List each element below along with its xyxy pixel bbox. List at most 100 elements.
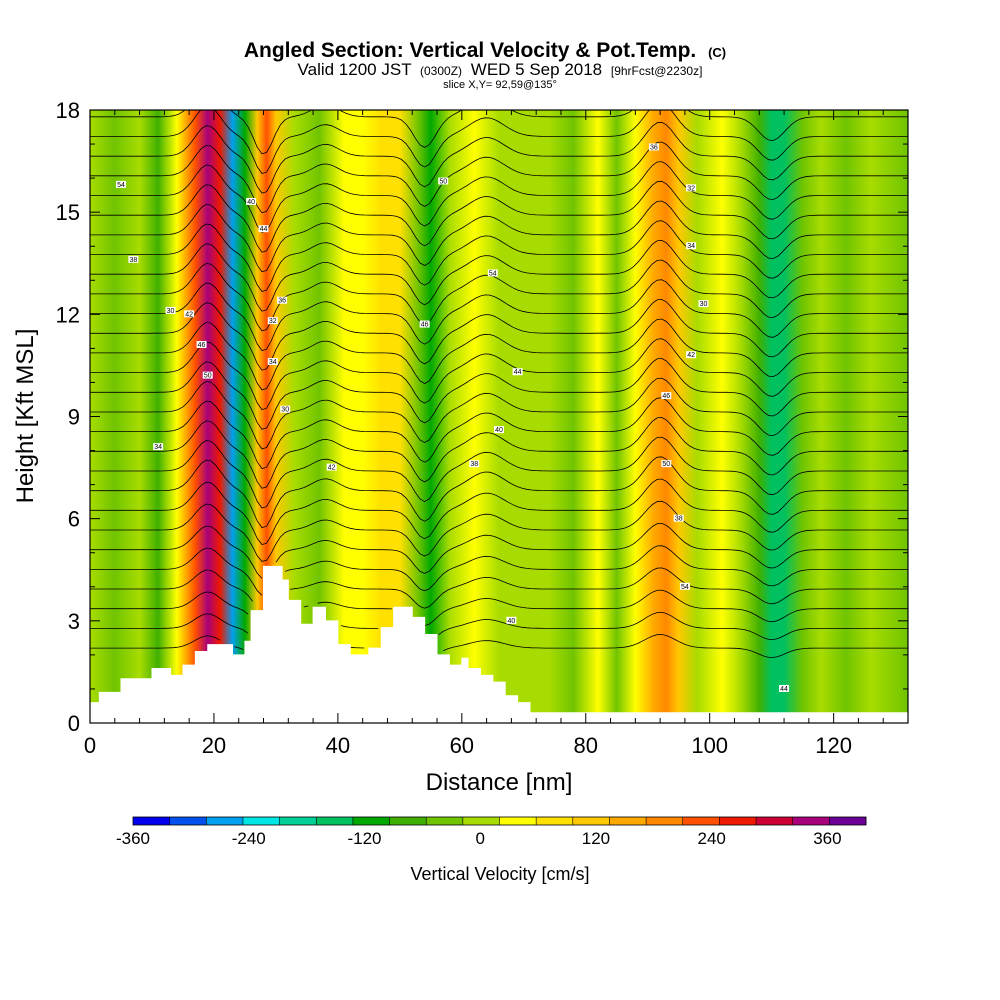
contour-label-bg: [686, 242, 697, 250]
contour-label-bg: [673, 514, 684, 522]
colorbar-cell: [316, 817, 354, 825]
subtitle-date: WED 5 Sep 2018: [471, 60, 602, 79]
theta-contour-line: [90, 279, 908, 352]
contour-label: 34: [269, 359, 277, 366]
subtitle-utc: (0300Z): [420, 64, 462, 78]
contour-label: 46: [421, 322, 429, 329]
x-tick-label: 40: [326, 733, 350, 758]
contour-label: 42: [328, 465, 336, 472]
theta-contour-labels: 34 30 42 46 50 38 54 40 44 36 32 34 30 42 46 50 38 54 40 44…: [115, 143, 790, 693]
colorbar-tick-label: 240: [697, 829, 725, 848]
colorbar-label: Vertical Velocity [cm/s]: [410, 864, 589, 884]
colorbar-tick-label: 0: [475, 829, 484, 848]
colorbar-cell: [133, 817, 171, 825]
contour-label: 30: [700, 301, 708, 308]
colorbar-cell: [169, 817, 207, 825]
chart-subtitle: Valid 1200 JST (0300Z) WED 5 Sep 2018 [9…: [298, 60, 703, 79]
theta-contour-line: [90, 397, 908, 470]
contour-label-bg: [419, 320, 430, 328]
colorbar-cell: [426, 817, 464, 825]
theta-contour-line: [90, 110, 908, 155]
y-tick-label: 15: [56, 200, 80, 225]
x-tick-label: 60: [450, 733, 474, 758]
contour-label: 50: [662, 461, 670, 468]
contour-label-bg: [277, 296, 288, 304]
contour-label: 44: [780, 686, 788, 693]
colorbar-cell: [499, 817, 537, 825]
x-tick-label: 0: [84, 733, 96, 758]
contour-label-bg: [202, 371, 213, 379]
y-tick-label: 9: [68, 405, 80, 430]
colorbar-cell: [242, 817, 281, 825]
x-tick-label: 120: [815, 733, 852, 758]
contour-label-bg: [512, 368, 523, 376]
subtitle-valid: Valid 1200 JST: [298, 60, 412, 79]
contour-label: 50: [204, 373, 212, 380]
contour-label-bg: [679, 582, 690, 590]
colorbar-cell: [682, 817, 720, 825]
theta-contour-line: [90, 220, 908, 292]
colorbar-ticks: -360 -240 -120 0 120 240 360: [116, 829, 842, 848]
contour-label-bg: [184, 310, 195, 318]
theta-contour-line: [90, 545, 908, 596]
contour-label: 34: [154, 444, 162, 451]
contour-label-bg: [469, 460, 480, 468]
contour-label-bg: [246, 197, 257, 205]
colorbar-cell: [389, 817, 427, 825]
colorbar-cell: [352, 817, 391, 825]
contour-label: 54: [681, 584, 689, 591]
colorbar-tick-label: 360: [813, 829, 841, 848]
contour-label-bg: [686, 351, 697, 359]
contour-label-bg: [487, 269, 498, 277]
contour-label-bg: [686, 184, 697, 192]
colorbar-cell: [792, 817, 830, 825]
contour-label: 30: [167, 308, 175, 315]
colorbar-cell: [572, 817, 610, 825]
theta-contour-line: [90, 239, 908, 312]
theta-contour-line: [90, 478, 908, 545]
x-tick-label: 80: [574, 733, 598, 758]
colorbar-tick-label: -120: [347, 829, 381, 848]
theta-contour-line: [90, 522, 908, 579]
terrain: [90, 565, 908, 723]
y-tick-label: 3: [68, 609, 80, 634]
y-tick-label: 18: [56, 98, 80, 123]
contour-label-bg: [280, 405, 291, 413]
x-axis-label: Distance [nm]: [426, 769, 573, 796]
x-axis: 0 20 40 60 80 100 120: [84, 110, 909, 758]
theta-contour-line: [90, 200, 908, 273]
theta-contour-line: [90, 416, 908, 489]
colorbar-cell: [609, 817, 647, 825]
colorbar-cell: [536, 817, 574, 825]
theta-contour-line: [90, 338, 908, 411]
theta-contour-line: [90, 161, 908, 233]
contour-label: 50: [439, 179, 447, 186]
theta-contour-line: [90, 500, 908, 562]
contour-label: 34: [687, 243, 695, 250]
subtitle-forecast: [9hrFcst@2230z]: [611, 64, 703, 78]
colorbar-cell: [279, 817, 317, 825]
plot-area: [90, 110, 908, 723]
contour-label-bg: [115, 180, 126, 188]
contour-label: 38: [129, 257, 137, 264]
contour-label: 40: [495, 427, 503, 434]
contour-label: 32: [687, 185, 695, 192]
velocity-field: [90, 110, 908, 723]
y-axis-label: Height [Kft MSL]: [12, 329, 39, 504]
contour-label: 54: [489, 270, 497, 277]
theta-contour-line: [90, 180, 908, 253]
contour-label-bg: [128, 255, 139, 263]
theta-contour-line: [90, 298, 908, 371]
contour-label: 38: [675, 516, 683, 523]
x-tick-label: 20: [202, 733, 226, 758]
contour-label-bg: [698, 300, 709, 308]
theta-contour-line: [90, 456, 908, 529]
contour-label-bg: [165, 306, 176, 314]
contour-label: 40: [507, 618, 515, 625]
contour-label: 36: [278, 298, 286, 305]
colorbar-tick-label: -240: [232, 829, 266, 848]
theta-contour-line: [90, 110, 908, 174]
colorbar-cell: [719, 817, 757, 825]
